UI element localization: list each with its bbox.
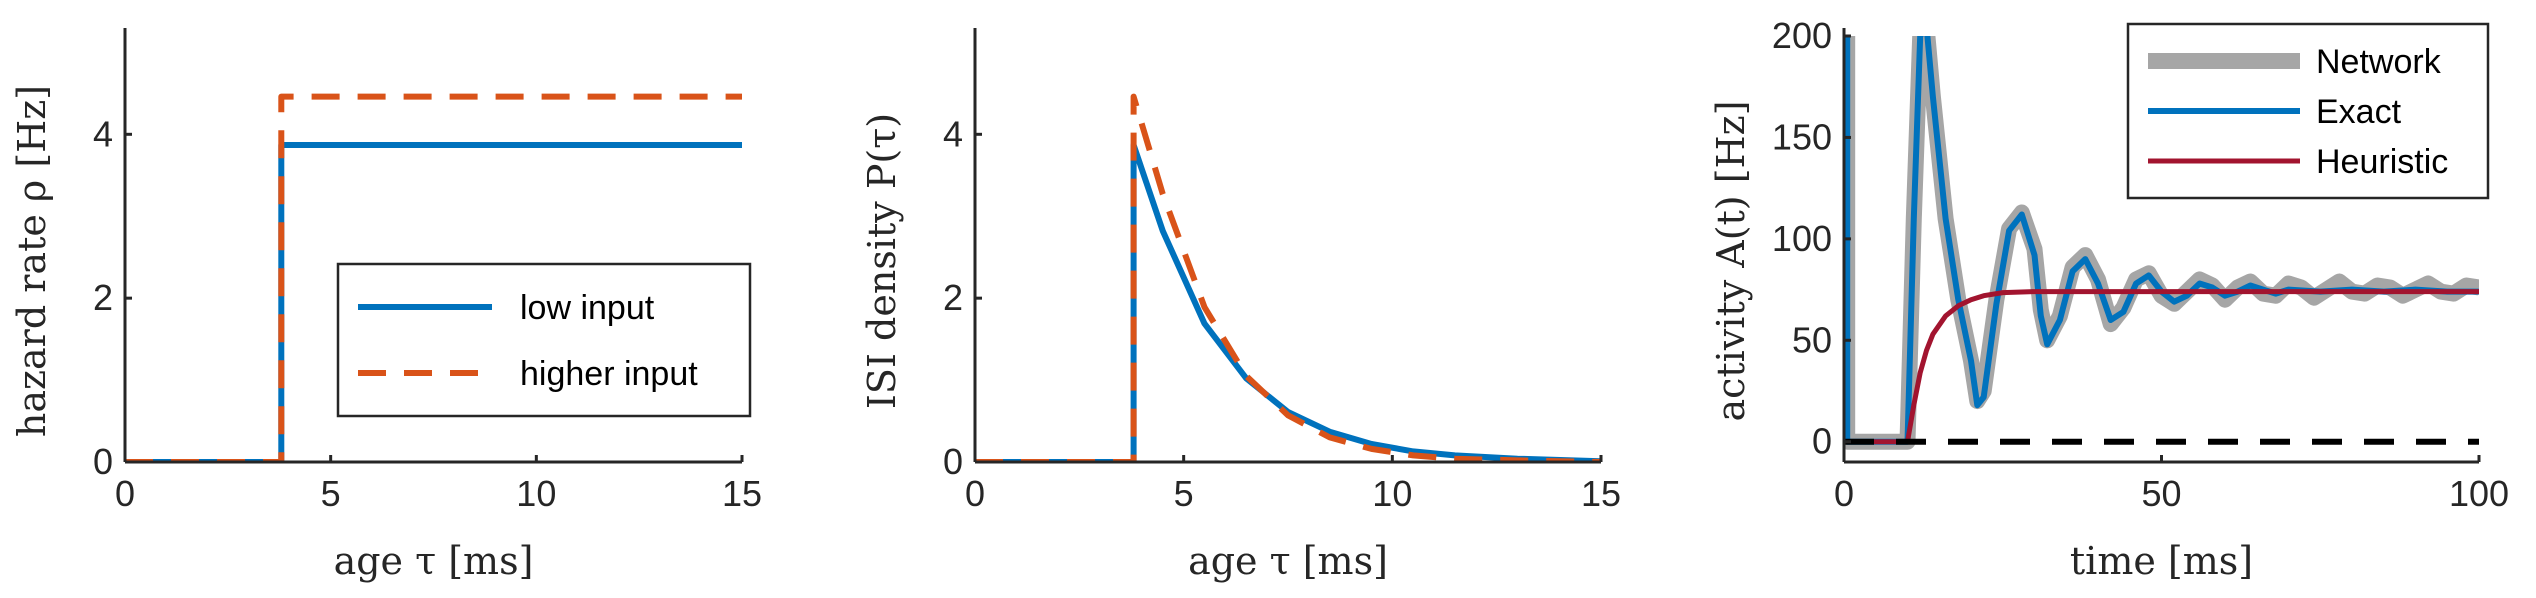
legend-box — [336, 262, 752, 418]
plot-area — [975, 93, 1601, 462]
x-tick-label: 5 — [321, 473, 341, 514]
y-tick-label: 4 — [943, 113, 963, 154]
legend: low input higher input — [336, 262, 752, 418]
x-tick-label: 15 — [722, 473, 762, 514]
legend-label: low input — [520, 289, 655, 327]
y-tick-label: 2 — [93, 277, 113, 318]
legend-label: Network — [2316, 43, 2442, 81]
y-tick-label: 0 — [1812, 421, 1832, 462]
legend-label: higher input — [520, 355, 698, 393]
chart-panel-2: 0 5 10 15 0 2 4 age τ [ms] ISI density P(τ) — [860, 28, 1621, 583]
y-tick-label: 4 — [93, 113, 113, 154]
plot-area — [125, 93, 742, 462]
y-axis-label: activity A(t) [Hz] — [1709, 100, 1753, 421]
x-tick-label: 0 — [1834, 473, 1854, 514]
chart-panel-3: 0 50 100 0 50 100 150 200 time [ms] activity A(t)… — [1709, 15, 2509, 583]
x-tick-label: 0 — [115, 473, 135, 514]
y-tick-label: 2 — [943, 277, 963, 318]
legend-label: Exact — [2316, 93, 2402, 131]
y-tick-label: 0 — [943, 441, 963, 482]
y-tick-label: 100 — [1772, 218, 1832, 259]
y-tick-label: 50 — [1792, 319, 1832, 360]
y-axis-label: hazard rate ρ [Hz] — [10, 85, 54, 437]
x-tick-label: 100 — [2449, 473, 2509, 514]
legend-label: Heuristic — [2316, 143, 2448, 181]
x-axis-label: time [ms] — [2070, 539, 2253, 583]
legend: Network Exact Heuristic — [2126, 22, 2490, 200]
plot-area — [1844, 36, 2479, 450]
chart-panel-1: 0 5 10 15 0 2 4 age τ [ms] hazard rate ρ [Hz] low… — [10, 28, 762, 583]
x-tick-label: 0 — [965, 473, 985, 514]
x-tick-label: 15 — [1581, 473, 1621, 514]
series-line-heuristic — [1844, 289, 2479, 445]
y-tick-label: 150 — [1772, 116, 1832, 157]
series-line-2 — [975, 93, 1601, 462]
y-tick-label: 0 — [93, 441, 113, 482]
x-tick-label: 5 — [1174, 473, 1194, 514]
x-axis-label: age τ [ms] — [334, 539, 534, 583]
series-line-higher-input — [125, 93, 742, 462]
y-tick-label: 200 — [1772, 15, 1832, 56]
series-line-low-input — [125, 142, 742, 462]
x-tick-label: 10 — [1372, 473, 1412, 514]
x-tick-label: 50 — [2141, 473, 2181, 514]
x-axis-label: age τ [ms] — [1188, 539, 1388, 583]
x-tick-label: 10 — [516, 473, 556, 514]
y-axis-label: ISI density P(τ) — [860, 113, 904, 409]
